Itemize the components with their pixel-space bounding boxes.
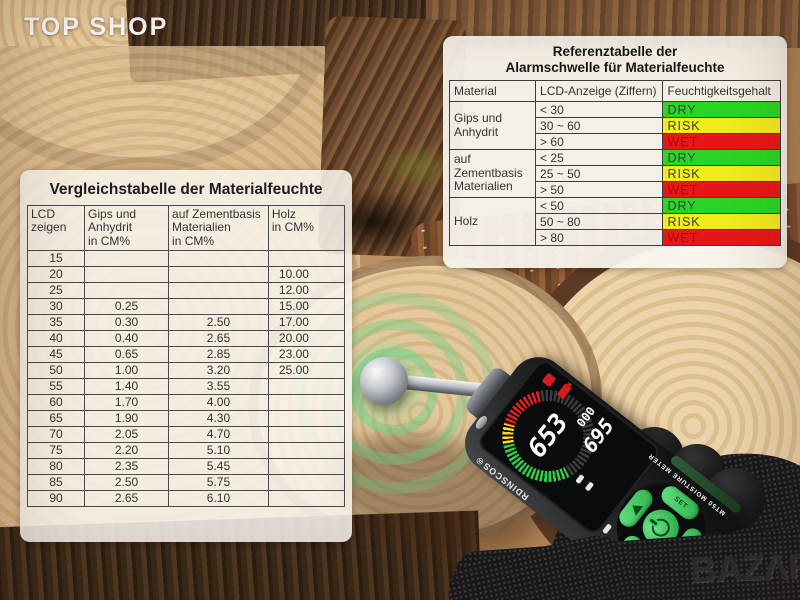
- status-cell: DRY: [662, 101, 781, 119]
- table-row: 55 1.40 3.55: [26, 378, 346, 396]
- status-cell: DRY: [662, 197, 781, 215]
- status-cell: WET: [662, 133, 781, 151]
- table-row: Gips und Anhydrit < 30 DRY: [448, 101, 781, 151]
- column-header: LCD-Anzeige (Ziffern): [535, 80, 664, 103]
- shop-logo: TOP SHOP: [24, 13, 169, 41]
- status-cell: RISK: [662, 213, 781, 231]
- column-header: auf Zementbasis Materialien in CM%: [168, 204, 269, 252]
- reference-table-panel: Referenztabelle der Alarmschwelle für Ma…: [443, 36, 787, 268]
- material-cell: Gips und Anhydrit: [448, 101, 537, 151]
- indicator-icon: [584, 481, 595, 492]
- range-cell: > 50: [535, 181, 664, 199]
- up-arrow-icon: [628, 500, 644, 516]
- comparison-table-body: 15 20 10.00 25 12.00 30 0.25 15.00 35 0.30 2.50 17.…: [26, 250, 346, 508]
- table-row: 40 0.40 2.65 20.00: [26, 330, 346, 348]
- table-row: 20 10.00: [26, 266, 346, 284]
- range-cell: < 50: [535, 197, 664, 215]
- reference-title-line2: Alarmschwelle für Materialfeuchte: [505, 59, 725, 75]
- range-cell: 25 ~ 50: [535, 165, 664, 183]
- material-cell: auf Zementbasis Materialien: [448, 149, 537, 199]
- table-row: 25 12.00: [26, 282, 346, 300]
- range-cell: > 80: [535, 229, 664, 247]
- column-header: Holz in CM%: [267, 204, 346, 252]
- status-cell: RISK: [662, 117, 781, 135]
- set-button-label: SET: [672, 495, 689, 511]
- table-row: 85 2.50 5.75: [26, 474, 346, 492]
- table-row: 50 ~ 80 RISK: [450, 213, 781, 231]
- table-row: 15: [26, 250, 346, 268]
- status-cell: DRY: [662, 149, 781, 167]
- column-header: Material: [448, 80, 537, 103]
- comparison-table-panel: Vergleichstabelle der Materialfeuchte LC…: [20, 170, 352, 542]
- probe-ball: [360, 357, 408, 405]
- table-row: > 50 WET: [450, 181, 781, 199]
- range-cell: < 30: [535, 101, 664, 119]
- reference-table-head-row: Material LCD-Anzeige (Ziffern) Feuchtigkei…: [448, 80, 781, 103]
- table-row: 80 2.35 5.45: [26, 458, 346, 476]
- comparison-table-head-row: LCD zeigen Gips und Anhydrit in CM% auf Ze…: [26, 204, 346, 252]
- table-row: 65 1.90 4.30: [26, 410, 346, 428]
- table-row: 45 0.65 2.85 23.00: [26, 346, 346, 364]
- range-cell: > 60: [535, 133, 664, 151]
- range-cell: 50 ~ 80: [535, 213, 664, 231]
- table-row: 30 ~ 60 RISK: [450, 117, 781, 135]
- column-header: Feuchtigkeitsgehalt: [662, 80, 781, 103]
- table-row: auf Zementbasis Materialien < 25 DRY: [448, 149, 781, 199]
- table-row: 25 ~ 50 RISK: [450, 165, 781, 183]
- column-header: Gips und Anhydrit in CM%: [84, 204, 170, 252]
- range-cell: 30 ~ 60: [535, 117, 664, 135]
- range-cell: < 25: [535, 149, 664, 167]
- status-cell: RISK: [662, 165, 781, 183]
- status-cell: WET: [662, 181, 781, 199]
- status-cell: WET: [662, 229, 781, 247]
- comparison-table: LCD zeigen Gips und Anhydrit in CM% auf Ze…: [26, 204, 346, 508]
- table-row: 35 0.30 2.50 17.00: [26, 314, 346, 332]
- reference-table-body: Gips und Anhydrit < 30 DRY 30 ~ 60 RISK > 60 W…: [448, 101, 781, 247]
- table-row: 50 1.00 3.20 25.00: [26, 362, 346, 380]
- material-cell: Holz: [448, 197, 537, 247]
- table-row: 75 2.20 5.10: [26, 442, 346, 460]
- bazar-watermark: BAZΛR: [689, 544, 800, 591]
- reference-table: Material LCD-Anzeige (Ziffern) Feuchtigkei…: [448, 80, 781, 247]
- table-row: 70 2.05 4.70: [26, 426, 346, 444]
- reference-table-title: Referenztabelle der Alarmschwelle für Ma…: [449, 44, 781, 75]
- table-row: 60 1.70 4.00: [26, 394, 346, 412]
- table-row: 30 0.25 15.00: [26, 298, 346, 316]
- table-row: 90 2.65 6.10: [26, 490, 346, 508]
- table-row: Holz < 50 DRY: [448, 197, 781, 247]
- table-row: > 80 WET: [450, 229, 781, 247]
- reference-title-line1: Referenztabelle der: [552, 44, 678, 59]
- indicator-icon: [575, 474, 585, 485]
- column-header: LCD zeigen: [26, 204, 86, 252]
- comparison-table-title: Vergleichstabelle der Materialfeuchte: [49, 181, 323, 198]
